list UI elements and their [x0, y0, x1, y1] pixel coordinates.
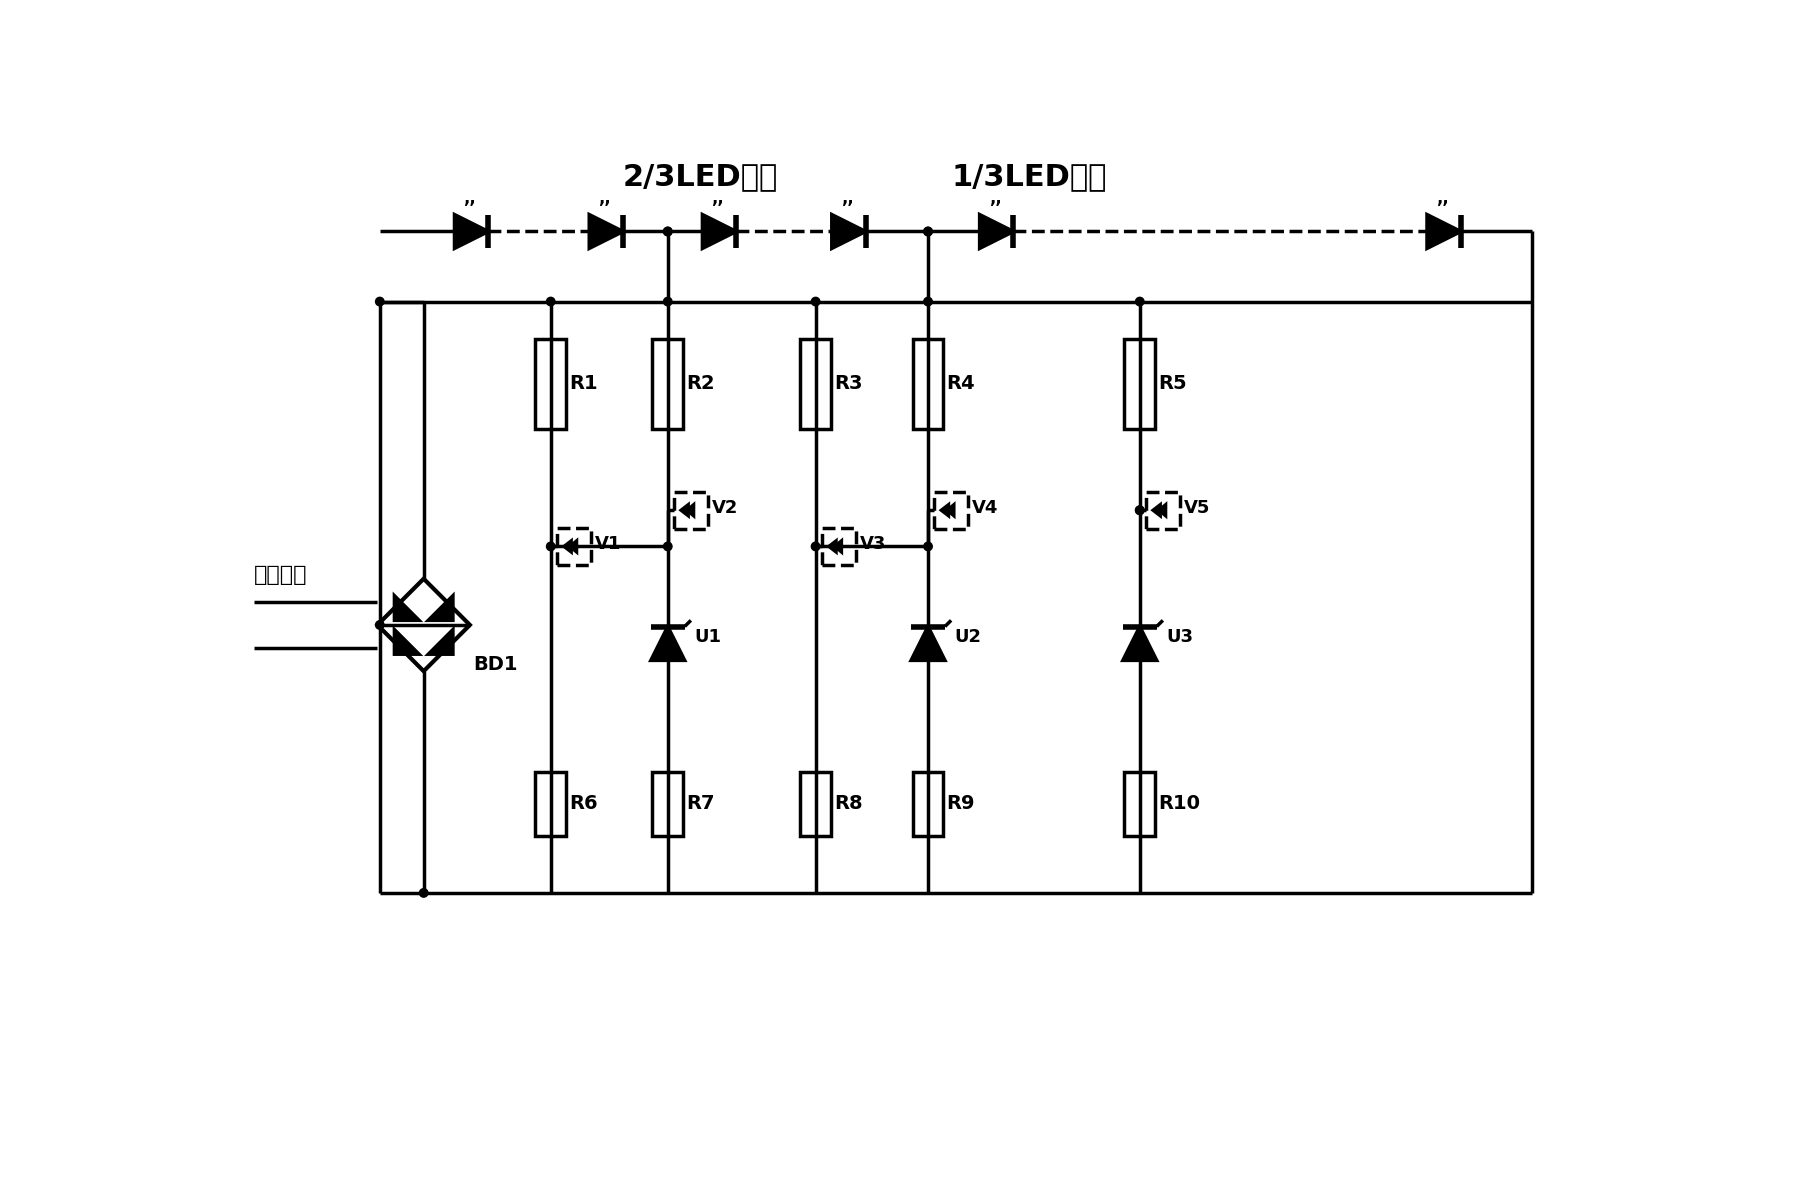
Polygon shape	[680, 504, 687, 515]
Polygon shape	[589, 214, 623, 248]
Bar	[535, 772, 565, 836]
Circle shape	[924, 297, 932, 306]
Text: 2/3LED灯串: 2/3LED灯串	[623, 163, 777, 191]
Circle shape	[420, 889, 427, 897]
Bar	[1124, 772, 1156, 836]
Polygon shape	[912, 626, 944, 660]
Polygon shape	[1152, 504, 1160, 515]
Polygon shape	[687, 504, 693, 515]
Polygon shape	[941, 504, 948, 515]
Polygon shape	[395, 630, 418, 654]
Bar	[556, 527, 591, 565]
Bar	[912, 338, 944, 430]
Bar	[801, 338, 831, 430]
Circle shape	[664, 228, 671, 236]
Text: ,,: ,,	[711, 189, 723, 207]
Text: R3: R3	[835, 374, 863, 394]
Polygon shape	[429, 630, 452, 654]
Text: U1: U1	[695, 628, 722, 647]
Text: R10: R10	[1158, 795, 1201, 814]
Polygon shape	[1160, 504, 1165, 515]
Text: U3: U3	[1167, 628, 1194, 647]
Text: ,,: ,,	[598, 189, 610, 207]
Polygon shape	[652, 626, 684, 660]
Circle shape	[546, 297, 555, 306]
Text: R6: R6	[569, 795, 598, 814]
Circle shape	[664, 228, 671, 236]
Circle shape	[375, 621, 384, 630]
Text: R1: R1	[569, 374, 598, 394]
Text: V3: V3	[860, 535, 887, 553]
Text: R5: R5	[1158, 374, 1186, 394]
Polygon shape	[702, 214, 736, 248]
Circle shape	[664, 542, 671, 550]
Text: R7: R7	[686, 795, 714, 814]
Text: 1/3LED灯串: 1/3LED灯串	[951, 163, 1108, 191]
Text: R4: R4	[946, 374, 975, 394]
Text: V2: V2	[711, 498, 738, 517]
Bar	[652, 338, 684, 430]
Text: 交流输入: 交流输入	[253, 565, 307, 585]
Bar	[1145, 491, 1179, 529]
Polygon shape	[395, 596, 418, 620]
Polygon shape	[948, 504, 953, 515]
Polygon shape	[980, 214, 1014, 248]
Text: R9: R9	[946, 795, 975, 814]
Text: V1: V1	[594, 535, 621, 553]
Text: ,,: ,,	[1436, 189, 1449, 207]
Polygon shape	[835, 541, 842, 551]
Text: ,,: ,,	[989, 189, 1002, 207]
Text: ,,: ,,	[840, 189, 854, 207]
Bar	[535, 338, 565, 430]
Polygon shape	[831, 214, 865, 248]
Circle shape	[811, 297, 820, 306]
Bar	[912, 772, 944, 836]
Circle shape	[1136, 506, 1143, 514]
Polygon shape	[454, 214, 488, 248]
Text: U2: U2	[955, 628, 982, 647]
Polygon shape	[429, 596, 452, 620]
Circle shape	[375, 297, 384, 306]
Polygon shape	[1124, 626, 1156, 660]
Circle shape	[664, 297, 671, 306]
Circle shape	[924, 542, 932, 550]
Bar	[652, 772, 684, 836]
Bar	[1124, 338, 1156, 430]
Text: V4: V4	[971, 498, 998, 517]
Circle shape	[546, 542, 555, 550]
Polygon shape	[564, 541, 571, 551]
Bar	[933, 491, 968, 529]
Text: V5: V5	[1183, 498, 1210, 517]
Bar	[801, 772, 831, 836]
Polygon shape	[1427, 214, 1461, 248]
Polygon shape	[829, 541, 836, 551]
Text: ,,: ,,	[463, 189, 476, 207]
Circle shape	[1136, 506, 1143, 514]
Circle shape	[811, 542, 820, 550]
Bar	[673, 491, 707, 529]
Circle shape	[1136, 297, 1143, 306]
Text: R8: R8	[835, 795, 863, 814]
Bar	[822, 527, 856, 565]
Text: BD1: BD1	[474, 655, 519, 674]
Circle shape	[924, 228, 932, 236]
Circle shape	[924, 228, 932, 236]
Polygon shape	[571, 541, 576, 551]
Text: R2: R2	[686, 374, 714, 394]
